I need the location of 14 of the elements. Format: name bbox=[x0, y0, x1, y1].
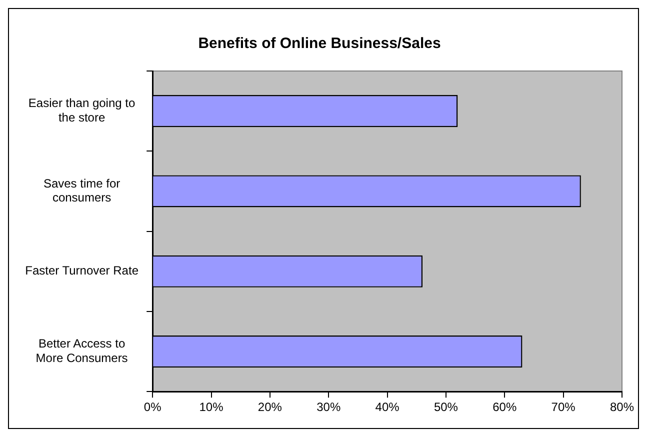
y-tick-label: Faster Turnover Rate bbox=[25, 264, 139, 278]
y-tick-label: Better Access to More Consumers bbox=[36, 336, 128, 366]
x-tick-label: 70% bbox=[551, 400, 576, 414]
y-tick-label: Easier than going to the store bbox=[28, 96, 136, 125]
x-tick-label: 20% bbox=[258, 400, 282, 414]
x-tick-label: 10% bbox=[199, 400, 224, 414]
x-tick-label: 40% bbox=[375, 400, 400, 414]
x-tick-label: 0% bbox=[144, 400, 162, 414]
x-tick-label: 30% bbox=[316, 400, 341, 414]
x-tick-label: 60% bbox=[492, 400, 517, 414]
x-tick-label: 80% bbox=[610, 400, 634, 414]
x-tick-label: 50% bbox=[434, 400, 458, 414]
chart-title: Benefits of Online Business/Sales bbox=[198, 35, 441, 52]
y-tick-label: Saves time for consumers bbox=[43, 176, 120, 205]
